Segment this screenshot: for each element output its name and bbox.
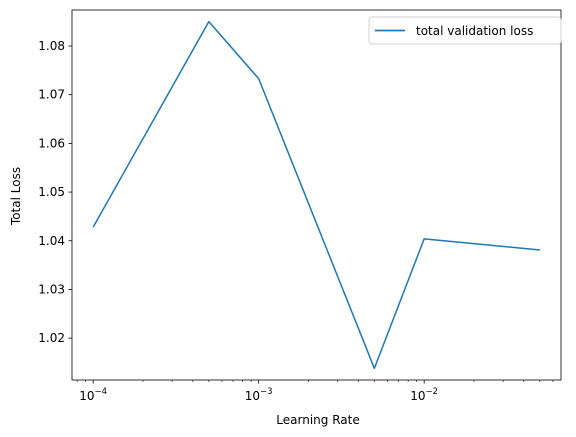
x-tick-label-2: 10−2 [410, 387, 438, 403]
y-tick-label-6: 1.08 [38, 39, 65, 53]
axes-frame [71, 9, 562, 381]
y-tick-label-1: 1.03 [38, 282, 65, 296]
x-axis-label: Learning Rate [276, 413, 359, 427]
legend-label: total validation loss [416, 24, 533, 38]
legend-box [368, 16, 562, 45]
x-tick-label-0: 10−4 [79, 387, 107, 403]
y-tick-label-2: 1.04 [38, 234, 65, 248]
y-tick-label-0: 1.02 [38, 331, 65, 345]
plot-area [71, 9, 562, 381]
x-tick-label-1: 10−3 [245, 387, 273, 403]
x-axis: 10−4 10−3 10−2 [76, 380, 554, 403]
y-axis-label: Total Loss [9, 167, 23, 226]
y-tick-label-5: 1.07 [38, 88, 65, 102]
y-tick-label-4: 1.06 [38, 136, 65, 150]
legend: total validation loss [368, 16, 562, 45]
series-line-0 [92, 20, 540, 370]
y-axis: 1.02 1.03 1.04 1.05 1.06 1.07 1.08 [38, 39, 72, 345]
y-tick-label-3: 1.05 [38, 185, 65, 199]
